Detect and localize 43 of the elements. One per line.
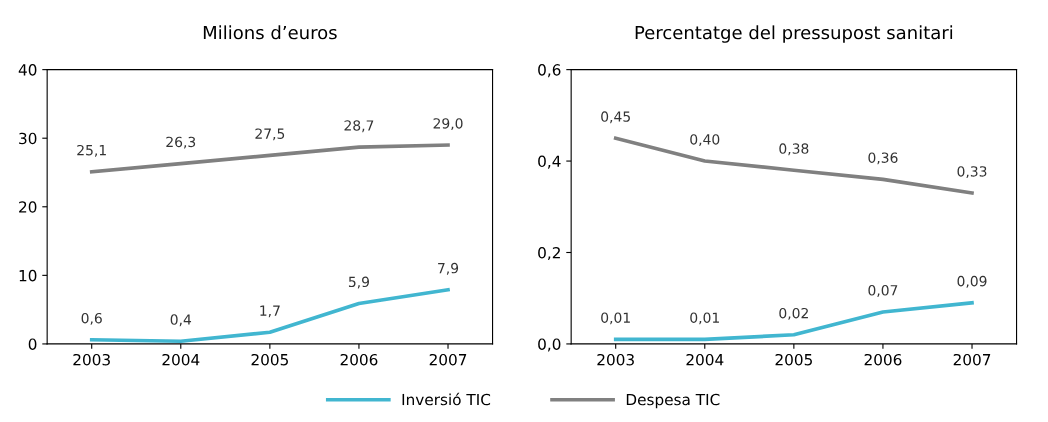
y-tick-label: 0 (28, 338, 37, 350)
data-label: 0,45 (601, 111, 630, 124)
x-tick-label: 2004 (162, 353, 200, 366)
data-label: 0,36 (868, 152, 898, 165)
data-label: 0,01 (690, 312, 719, 325)
legend-label: Despesa TIC (626, 393, 720, 409)
data-label: 7,9 (438, 262, 459, 275)
x-tick-label: 2006 (864, 353, 902, 366)
y-tick-label: 0,4 (538, 155, 561, 169)
x-tick-label: 2004 (686, 353, 724, 366)
data-label: 25,1 (77, 144, 106, 157)
x-tick-label: 2005 (251, 353, 288, 366)
x-tick-label: 2005 (775, 353, 812, 366)
x-tick-label: 2006 (340, 353, 378, 366)
x-tick-label: 2003 (597, 353, 634, 366)
x-tick-label: 2003 (73, 353, 110, 366)
y-tick-label: 0,6 (538, 64, 561, 78)
chart-title: Percentatge del pressupost sanitari (635, 25, 953, 43)
data-label: 0,07 (868, 285, 898, 297)
data-label: 0,02 (779, 307, 808, 320)
y-tick-label: 30 (19, 132, 37, 145)
x-tick-label: 2007 (953, 353, 991, 366)
data-label: 28,7 (344, 120, 374, 133)
data-label: 0,33 (957, 166, 987, 179)
data-label: 29,0 (433, 118, 463, 131)
y-tick-label: 40 (18, 64, 37, 76)
y-tick-label: 20 (19, 201, 37, 213)
x-tick-label: 2007 (429, 353, 467, 366)
y-tick-label: 0,0 (538, 338, 561, 352)
data-label: 0,6 (81, 312, 102, 325)
data-label: 0,40 (690, 134, 720, 147)
data-label: 0,09 (957, 275, 987, 288)
y-tick-label: 10 (19, 269, 37, 282)
data-label: 27,5 (255, 128, 285, 141)
data-label: 0,4 (170, 314, 192, 327)
data-label: 0,01 (601, 312, 630, 325)
data-label: 0,38 (779, 143, 809, 156)
data-label: 26,3 (166, 136, 196, 149)
data-label: 5,9 (348, 276, 370, 289)
chart-title: Milions d’euros (203, 25, 337, 40)
data-label: 1,7 (260, 305, 280, 318)
y-tick-label: 0,2 (538, 246, 560, 261)
legend-label: Inversió TIC (402, 392, 491, 406)
